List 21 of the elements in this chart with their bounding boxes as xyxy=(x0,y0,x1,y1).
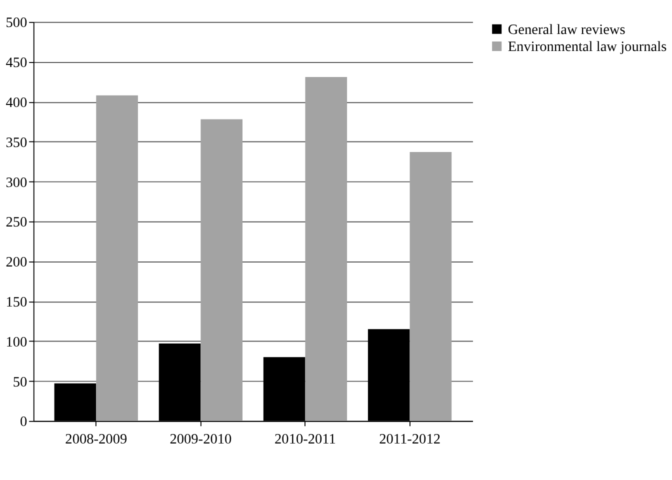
x-tick-label: 2008-2009 xyxy=(65,431,128,448)
y-tick-label: 150 xyxy=(6,294,28,310)
y-tick-label: 50 xyxy=(12,374,28,390)
legend-label: General law reviews xyxy=(508,22,626,38)
legend-label: Environmental law journals xyxy=(508,39,668,56)
bar xyxy=(305,76,348,421)
y-tick-label: 500 xyxy=(6,15,28,32)
y-tick-label: 450 xyxy=(6,55,28,72)
x-tick-label: 2011-2012 xyxy=(379,431,440,448)
x-tick-label: 2009-2010 xyxy=(170,431,232,448)
y-tick-label: 400 xyxy=(6,94,28,111)
y-tick-label: 300 xyxy=(6,174,28,191)
bar xyxy=(200,119,242,421)
bar xyxy=(96,95,138,421)
y-tick-label: 100 xyxy=(6,334,28,350)
y-tick-label: 350 xyxy=(6,134,28,151)
y-tick-label: 250 xyxy=(6,214,28,231)
y-tick-label: 200 xyxy=(6,254,28,271)
bar xyxy=(410,152,452,421)
y-tick-label: 0 xyxy=(20,414,28,430)
x-tick-label: 2010-2011 xyxy=(274,431,336,448)
